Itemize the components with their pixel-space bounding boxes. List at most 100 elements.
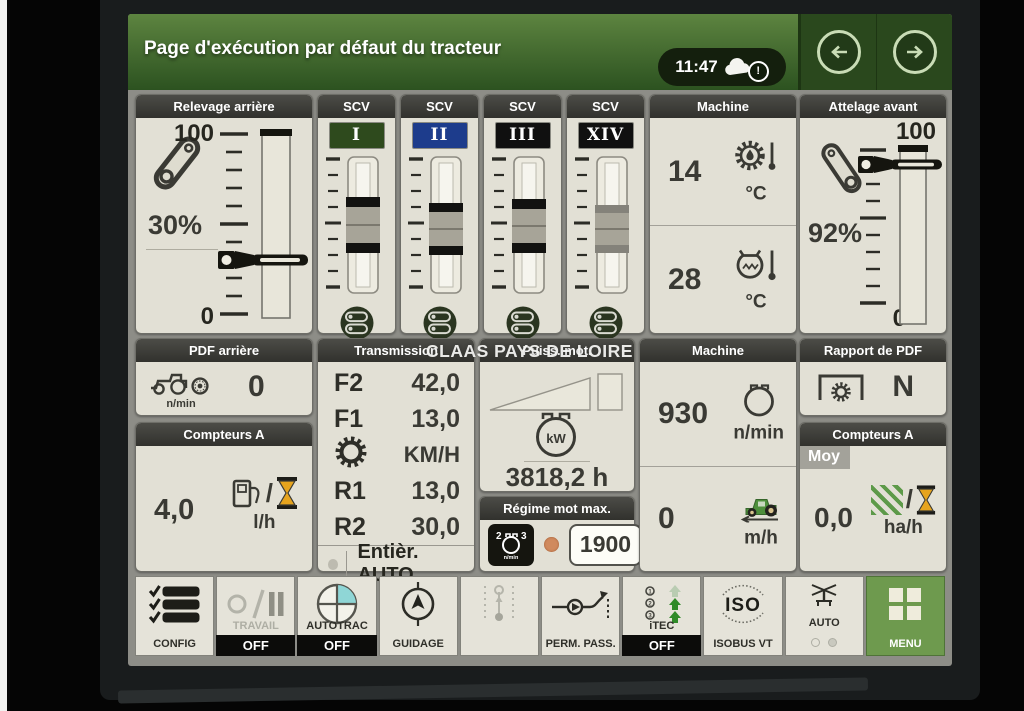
isobus-vt-button[interactable]: ISO ISOBUS VT xyxy=(703,576,783,656)
arrow-left-icon xyxy=(830,45,847,59)
itec-button[interactable]: 1 2 3 iTEC OFF xyxy=(622,576,702,656)
scv-coupler-icon xyxy=(506,306,539,340)
coolant-temp-value: 28 xyxy=(668,262,702,296)
fuel-rate-icon-block: / l/h xyxy=(231,476,298,534)
scv-4-handle xyxy=(594,205,629,253)
photo-edge-strip xyxy=(0,0,7,711)
transmission-row: R2 30,0 xyxy=(334,512,460,541)
svg-text:1: 1 xyxy=(648,590,652,596)
pto-gear-icon xyxy=(818,374,864,402)
work-pause-icon xyxy=(227,589,284,619)
ground-speed-unit: m/h xyxy=(744,527,778,549)
guidance-button[interactable]: GUIDAGE xyxy=(378,576,458,656)
scale-max-label: 100 xyxy=(895,118,936,145)
scv-1-badge: I xyxy=(328,122,385,149)
coolant-temp-cell: 28 °C xyxy=(650,225,796,333)
checklist-icon xyxy=(148,585,200,624)
panel-rear-hitch: Relevage arrière 30% 100 0 xyxy=(135,94,313,334)
panel-machine-temps: Machine 14 °C xyxy=(649,94,797,334)
tractor-display-screen: Page d'exécution par défaut du tracteur … xyxy=(128,14,952,666)
divider xyxy=(524,461,590,462)
rear-pto-unit: n/min xyxy=(166,398,196,410)
rear-hitch-scale xyxy=(218,129,308,319)
config-button[interactable]: CONFIG xyxy=(135,576,215,656)
page-header: Page d'exécution par défaut du tracteur … xyxy=(128,14,952,90)
off-status-bar: OFF xyxy=(622,635,702,656)
engine-speed-unit: n/min xyxy=(733,422,784,444)
slash-separator: / xyxy=(265,477,273,508)
divider xyxy=(346,551,348,577)
rear-pto-value: 0 xyxy=(248,370,265,403)
status-indicator-dot xyxy=(544,537,559,552)
panel-rear-pto: PDF arrière n/min 0 xyxy=(135,338,313,416)
temp-unit: °C xyxy=(745,183,767,204)
rear-hitch-position-value: 30% xyxy=(148,210,203,240)
auto-status-dots xyxy=(811,638,838,647)
panel-title: Relevage arrière xyxy=(136,95,312,118)
panel-title: SCV xyxy=(401,95,478,118)
engine-speed-setpoint-box[interactable]: 1900 xyxy=(569,523,642,566)
hydraulic-temp-cell: 14 °C xyxy=(650,118,796,225)
transmission-row: R1 13,0 xyxy=(334,476,460,505)
tractor-pto-icon xyxy=(151,373,209,395)
work-monitor-button[interactable]: TRAVAIL OFF xyxy=(216,576,296,656)
svg-text:3: 3 xyxy=(521,531,527,542)
panel-scv-1: SCV I xyxy=(317,94,396,340)
alert-badge-icon: ! xyxy=(747,60,769,82)
scv-coupler-icon xyxy=(340,306,373,340)
engine-speed-preset-button[interactable]: 2 3 n/min xyxy=(488,523,534,566)
scv-coupler-icon xyxy=(423,306,456,340)
panel-title: Puiss. mot. xyxy=(480,339,634,362)
area-rate-value: 0,0 xyxy=(814,502,853,533)
track-spacing-button[interactable] xyxy=(459,576,540,656)
front-hitch-scale xyxy=(858,145,942,325)
front-hitch-position-pointer xyxy=(858,156,942,173)
front-hitch-position-value: 92% xyxy=(808,218,863,248)
engine-icon xyxy=(743,384,774,417)
autotrac-button[interactable]: AUTOTRAC OFF xyxy=(297,576,377,656)
fuel-rate-value: 4,0 xyxy=(154,494,195,526)
hitch-arm-icon xyxy=(821,143,862,194)
next-page-button[interactable] xyxy=(892,30,937,74)
permanent-passage-button[interactable]: PERM. PASS. xyxy=(541,576,621,656)
mode-indicator-dot xyxy=(328,558,339,570)
scv-4-slider xyxy=(573,156,629,294)
panel-title: Régime mot max. xyxy=(480,497,634,520)
scv-4-badge: XIV xyxy=(577,122,634,149)
transmission-row: F1 13,0 xyxy=(334,404,460,433)
svg-text:n/min: n/min xyxy=(504,555,519,561)
previous-page-button[interactable] xyxy=(816,30,861,74)
panel-title: SCV xyxy=(484,95,561,118)
scv-2-slider xyxy=(407,156,463,294)
svg-text:ISO: ISO xyxy=(725,595,761,616)
panel-front-hitch: Attelage avant 100 0 92% xyxy=(799,94,947,334)
panel-scv-2: SCV II xyxy=(400,94,479,340)
hydraulic-temp-value: 14 xyxy=(668,154,702,188)
gear-icon xyxy=(335,436,367,467)
iso-logo-icon: ISO xyxy=(722,584,764,624)
ground-speed-value: 0 xyxy=(658,502,675,535)
panel-title: Rapport de PDF xyxy=(800,339,946,362)
panel-title: Machine xyxy=(650,95,796,118)
svg-text:2: 2 xyxy=(648,602,652,608)
itec-auto-button[interactable]: AUTO xyxy=(784,576,864,656)
hydraulic-oil-temp-icon xyxy=(735,140,776,170)
panel-counters-a-right: Compteurs A Moy 0,0 / ha/h xyxy=(799,422,947,572)
panel-counters-a-left: Compteurs A 4,0 / xyxy=(135,422,313,572)
hitch-auto-icon xyxy=(811,584,837,606)
svg-text:3: 3 xyxy=(648,614,652,620)
panel-title: Machine xyxy=(640,339,796,362)
panel-title: SCV xyxy=(567,95,644,118)
engine-hours-value: 3818,2 h xyxy=(505,462,609,492)
nav-cell-forward xyxy=(876,14,952,90)
time-status-pill[interactable]: 11:47 ! xyxy=(658,48,786,86)
engine-speed-value: 930 xyxy=(658,397,709,430)
engine-speed-preset-icon: 2 3 n/min xyxy=(496,531,527,561)
transmission-row: KM/H xyxy=(318,436,474,473)
temp-unit: °C xyxy=(745,291,767,312)
menu-button[interactable]: MENU xyxy=(865,576,946,656)
panel-engine-power: Puiss. mot. kW 3818,2 h xyxy=(479,338,635,492)
panel-title: Compteurs A xyxy=(800,423,946,446)
header-nav-area xyxy=(798,14,952,90)
